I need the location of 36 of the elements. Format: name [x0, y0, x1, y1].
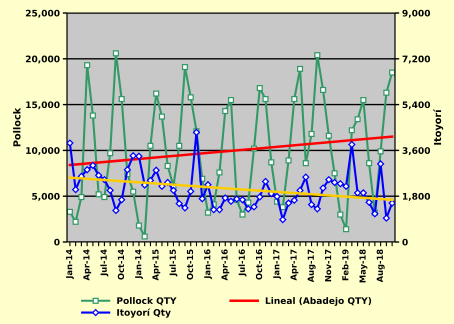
- y2-tick-label: 5,400: [402, 101, 430, 110]
- x-tick-label: Oct-14: [118, 249, 124, 280]
- y-tick-label: 5,000: [32, 192, 60, 201]
- y-tick-label: 15,000: [26, 101, 60, 110]
- x-tick-label: Jul-16: [238, 249, 246, 276]
- y2-axis-title: Itoyorí: [433, 109, 444, 145]
- y-tick-label: 20,000: [26, 56, 60, 64]
- x-tick-label: Apr-17: [290, 250, 298, 280]
- x-tick-label: Jul-15: [169, 250, 178, 276]
- legend-label: Lineal (Abadejo QTY): [266, 297, 372, 306]
- x-tick-label: Nov-17: [325, 250, 332, 282]
- y-axis-title: Pollock: [13, 108, 21, 146]
- x-tick-label: Jan-17: [273, 250, 282, 280]
- y2-tick-label: 9,000: [402, 10, 430, 18]
- x-tick-label: Apr-15: [152, 250, 160, 280]
- x-tick-label: Oct-16: [256, 249, 262, 280]
- x-tick-label: May-18: [359, 249, 368, 282]
- x-tick-label: Apr-16: [221, 249, 230, 280]
- x-tick-label: Aug-18: [376, 249, 385, 282]
- y-tick-label: 0: [54, 238, 60, 246]
- y-tick-label: 25,000: [26, 10, 60, 18]
- x-tick-label: Jan-14: [135, 249, 143, 280]
- x-tick-label: Oct-15: [186, 250, 194, 280]
- y2-tick-label: 3,600: [402, 147, 430, 156]
- x-tick-label: Apr-14: [83, 249, 92, 280]
- x-tick-label: Jan-16: [204, 249, 212, 280]
- x-tick-label: Aug-17: [308, 250, 316, 282]
- legend-label: Itoyorí Qty: [117, 308, 171, 318]
- y2-tick-label: 7,200: [402, 56, 430, 64]
- x-tick-label: Feb-19: [342, 249, 349, 280]
- y2-tick-label: 0: [402, 238, 408, 246]
- legend-label: Pollock QTY: [117, 297, 177, 306]
- x-tick-label: Jan-14: [66, 249, 74, 280]
- y2-tick-label: 1,800: [402, 192, 430, 201]
- x-tick-label: Jul-14: [100, 249, 108, 276]
- y-tick-label: 10,000: [26, 147, 60, 156]
